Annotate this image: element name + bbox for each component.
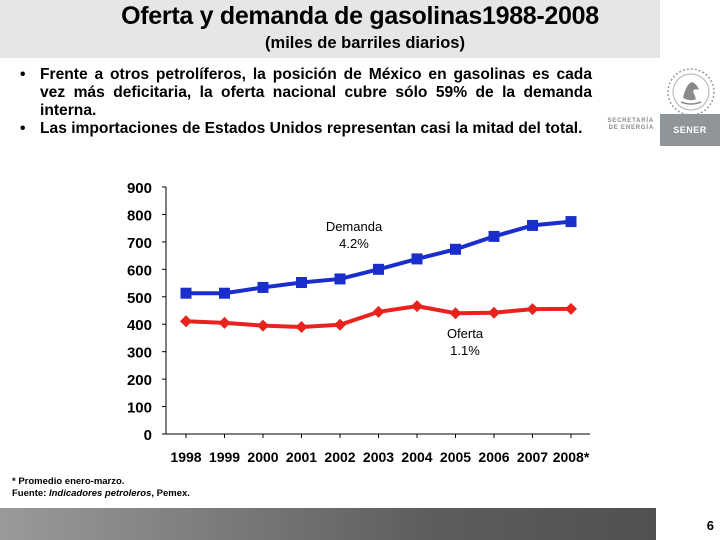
demanda-point bbox=[296, 277, 307, 289]
oferta-point bbox=[218, 316, 231, 329]
x-tick-label: 2004 bbox=[401, 449, 432, 465]
oferta-growth-label: 1.1% bbox=[450, 343, 480, 358]
oferta-point bbox=[180, 315, 192, 328]
oferta-point bbox=[295, 320, 308, 333]
demanda-label: Demanda bbox=[326, 219, 383, 234]
x-tick-label: 2002 bbox=[324, 449, 355, 465]
oferta-point bbox=[257, 319, 269, 332]
y-tick-label: 600 bbox=[127, 262, 152, 279]
bullet-symbol: • bbox=[20, 66, 26, 83]
bullet-symbol: • bbox=[20, 120, 26, 137]
x-tick-label: 2003 bbox=[363, 449, 394, 465]
logo-secretaria-text: SECRETARÍA DE ENERGÍA bbox=[607, 118, 654, 131]
bullet-item: • Las importaciones de Estados Unidos re… bbox=[20, 120, 592, 138]
oferta-point bbox=[449, 307, 462, 320]
x-tick-label: 2007 bbox=[517, 449, 548, 465]
y-tick-label: 0 bbox=[144, 427, 152, 444]
slide-title: Oferta y demanda de gasolinas1988-2008 bbox=[121, 2, 599, 30]
oferta-point bbox=[565, 302, 577, 315]
y-tick-label: 800 bbox=[127, 207, 152, 224]
x-tick-label: 1999 bbox=[209, 449, 240, 465]
footnote-source: Fuente: Indicadores petroleros, Pemex. bbox=[12, 488, 190, 499]
demanda-point bbox=[373, 263, 384, 275]
bullet-list: • Frente a otros petrolíferos, la posici… bbox=[20, 66, 592, 138]
y-tick-label: 100 bbox=[127, 400, 152, 417]
demanda-point bbox=[180, 287, 192, 299]
title-band bbox=[0, 0, 660, 58]
oferta-label: Oferta bbox=[447, 326, 484, 341]
demanda-point bbox=[334, 273, 346, 285]
sener-logo: SENER bbox=[660, 114, 720, 146]
oferta-point bbox=[372, 305, 385, 318]
x-tick-label: 2006 bbox=[478, 449, 509, 465]
x-tick-label: 2001 bbox=[286, 449, 317, 465]
bullet-text: Frente a otros petrolíferos, la posición… bbox=[40, 66, 592, 119]
oferta-point bbox=[411, 300, 423, 313]
footer-bar bbox=[0, 508, 720, 540]
page-number-box bbox=[656, 508, 720, 540]
slide-subtitle: (miles de barriles diarios) bbox=[265, 34, 465, 52]
footnote: * Promedio enero-marzo. Fuente: Indicado… bbox=[12, 476, 190, 500]
oferta-point bbox=[488, 306, 500, 319]
footnote-note: * Promedio enero-marzo. bbox=[12, 476, 125, 487]
x-tick-label: 1998 bbox=[170, 449, 201, 465]
y-tick-label: 200 bbox=[127, 372, 152, 389]
demanda-point bbox=[488, 230, 500, 242]
demanda-point bbox=[527, 219, 538, 231]
demanda-point bbox=[565, 216, 577, 228]
x-tick-label: 2000 bbox=[247, 449, 278, 465]
bullet-item: • Frente a otros petrolíferos, la posici… bbox=[20, 66, 592, 120]
x-tick-label: 2008* bbox=[553, 449, 590, 465]
oferta-point bbox=[526, 303, 539, 316]
demanda-growth-label: 4.2% bbox=[339, 236, 369, 251]
oferta-point bbox=[334, 318, 346, 331]
demanda-point bbox=[257, 281, 269, 293]
y-tick-label: 500 bbox=[127, 290, 152, 307]
page-number: 6 bbox=[706, 518, 714, 533]
y-tick-label: 400 bbox=[127, 317, 152, 334]
y-tick-label: 700 bbox=[127, 235, 152, 252]
demanda-point bbox=[450, 243, 461, 255]
demanda-point bbox=[411, 253, 423, 265]
x-tick-label: 2005 bbox=[440, 449, 471, 465]
bullet-text: Las importaciones de Estados Unidos repr… bbox=[40, 120, 583, 137]
y-tick-label: 900 bbox=[127, 180, 152, 197]
demanda-point bbox=[219, 287, 230, 299]
eagle-emblem-icon bbox=[667, 68, 715, 116]
y-tick-label: 300 bbox=[127, 345, 152, 362]
